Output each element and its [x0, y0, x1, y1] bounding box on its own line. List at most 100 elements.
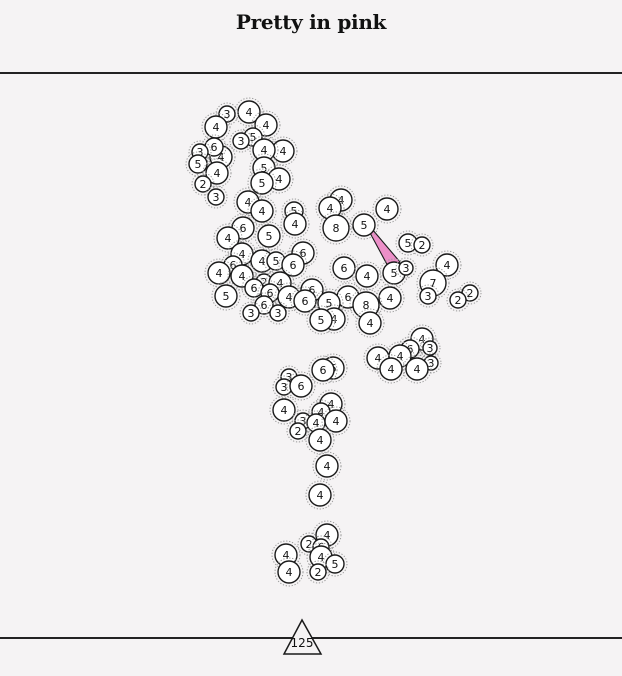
node-circle[interactable]	[315, 454, 339, 478]
node-circle[interactable]	[311, 358, 335, 382]
node-halo	[321, 406, 351, 436]
node-circle[interactable]	[413, 236, 431, 254]
node-halo	[349, 210, 379, 240]
island-node[interactable]: 4	[305, 480, 335, 510]
node-circle[interactable]	[232, 132, 250, 150]
island-node[interactable]: 2	[446, 288, 470, 312]
node-circle[interactable]	[244, 278, 264, 298]
island-node[interactable]: 4	[375, 283, 405, 313]
island-node[interactable]: 3	[419, 337, 441, 359]
node-circle[interactable]	[250, 171, 274, 195]
node-circle[interactable]	[355, 264, 379, 288]
node-circle[interactable]	[419, 287, 437, 305]
node-circle[interactable]	[435, 253, 459, 277]
node-halo	[211, 281, 241, 311]
node-halo	[201, 134, 227, 160]
node-halo	[204, 185, 228, 209]
node-circle[interactable]	[283, 212, 307, 236]
node-circle[interactable]	[194, 175, 212, 193]
move-counter: 125	[282, 618, 323, 655]
puzzle-title: Pretty in pink	[235, 10, 387, 34]
node-circle[interactable]	[250, 199, 274, 223]
node-circle[interactable]	[375, 197, 399, 221]
node-circle[interactable]	[449, 291, 467, 309]
node-circle[interactable]	[214, 284, 238, 308]
island-node[interactable]: 5	[211, 281, 241, 311]
island-node[interactable]: 4	[355, 308, 385, 338]
node-circle[interactable]	[322, 214, 350, 242]
node-circle[interactable]	[188, 154, 208, 174]
node-halo	[326, 185, 356, 215]
node-halo	[375, 283, 405, 313]
node-circle[interactable]	[289, 374, 313, 398]
node-circle[interactable]	[207, 188, 225, 206]
node-circle[interactable]	[254, 295, 274, 315]
node-halo	[264, 164, 294, 194]
node-circle[interactable]	[379, 357, 403, 381]
island-node[interactable]: 3	[239, 301, 263, 325]
island-node[interactable]: 4	[312, 451, 342, 481]
node-circle[interactable]	[293, 289, 317, 313]
island-node[interactable]: 2	[306, 560, 330, 584]
node-circle[interactable]	[309, 563, 327, 581]
node-halo	[305, 480, 335, 510]
island-node[interactable]: 3	[229, 129, 253, 153]
node-halo	[215, 102, 239, 126]
node-halo	[280, 209, 310, 239]
node-circle[interactable]	[309, 308, 333, 332]
node-halo	[402, 354, 432, 384]
node-halo	[202, 158, 232, 188]
island-node[interactable]: 3	[204, 185, 228, 209]
island-node[interactable]: 4	[280, 209, 310, 239]
island-node[interactable]: 3	[416, 284, 440, 308]
node-circle[interactable]	[324, 409, 348, 433]
node-circle[interactable]	[308, 428, 332, 452]
node-halo	[355, 308, 385, 338]
node-halo	[286, 419, 310, 443]
node-halo	[407, 324, 437, 354]
node-halo	[376, 354, 406, 384]
node-circle[interactable]	[332, 256, 356, 280]
node-halo	[269, 395, 299, 425]
node-halo	[319, 304, 349, 334]
island-node[interactable]: 3	[266, 301, 290, 325]
node-circle[interactable]	[277, 560, 301, 584]
node-halo	[446, 288, 470, 312]
node-circle[interactable]	[289, 422, 307, 440]
node-circle[interactable]	[242, 304, 260, 322]
node-circle[interactable]	[422, 340, 438, 356]
island-node[interactable]: 4	[269, 395, 299, 425]
node-circle[interactable]	[378, 286, 402, 310]
node-circle[interactable]	[216, 226, 240, 250]
node-halo	[191, 172, 215, 196]
node-circle[interactable]	[308, 483, 332, 507]
node-circle[interactable]	[358, 311, 382, 335]
node-circle[interactable]	[398, 260, 414, 276]
counter-triangle-icon	[282, 618, 323, 655]
node-halo	[286, 371, 316, 401]
node-halo	[188, 140, 212, 164]
island-node[interactable]: 4	[372, 194, 402, 224]
island-node[interactable]: 5	[254, 221, 284, 251]
island-node[interactable]: 6	[329, 253, 359, 283]
node-halo	[239, 301, 263, 325]
node-circle[interactable]	[272, 398, 296, 422]
node-halo	[410, 233, 434, 257]
node-circle[interactable]	[352, 213, 376, 237]
node-halo	[432, 250, 462, 280]
node-halo	[247, 168, 277, 198]
node-circle[interactable]	[405, 357, 429, 381]
node-halo	[309, 535, 333, 559]
node-circle[interactable]	[257, 224, 281, 248]
node-circle[interactable]	[207, 261, 231, 285]
island-node[interactable]: 4	[274, 557, 304, 587]
node-circle[interactable]	[281, 253, 305, 277]
move-counter-value: 125	[291, 636, 314, 650]
node-circle[interactable]	[269, 304, 287, 322]
node-halo	[274, 557, 304, 587]
island-node[interactable]: 2	[410, 233, 434, 257]
node-halo	[352, 261, 382, 291]
node-halo	[266, 301, 290, 325]
